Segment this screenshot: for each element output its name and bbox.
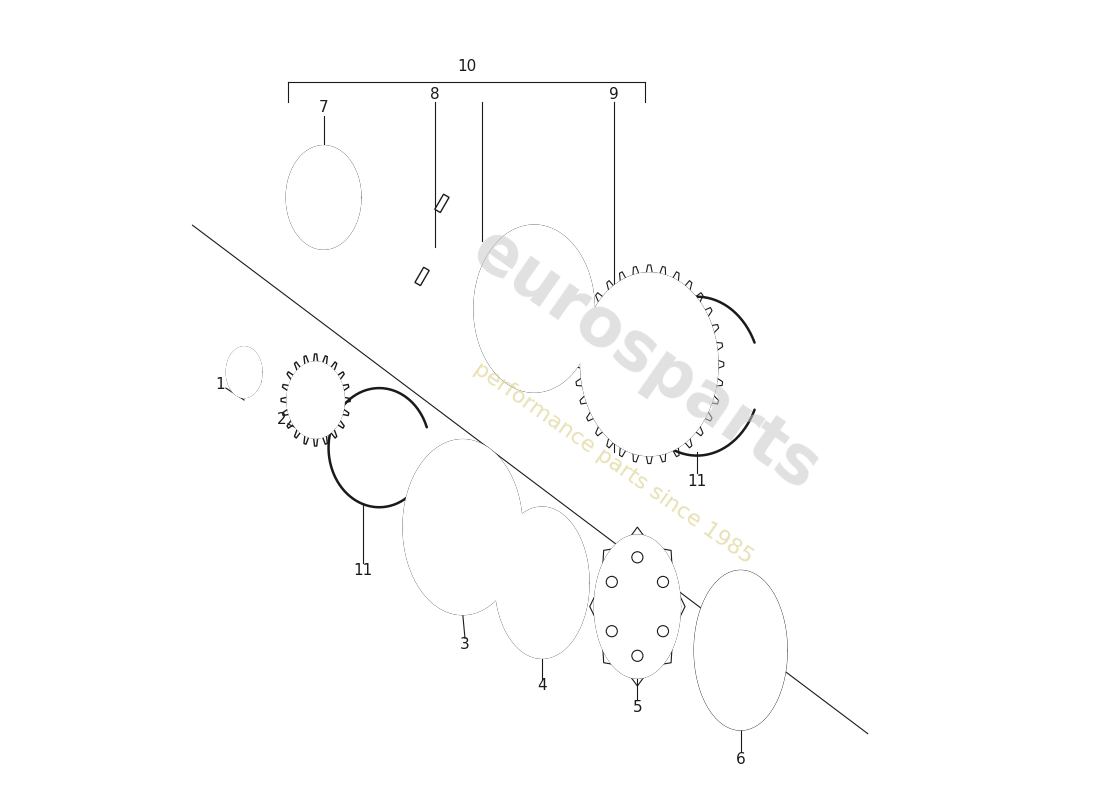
Text: 11: 11: [354, 563, 373, 578]
Circle shape: [606, 626, 617, 637]
Text: 4: 4: [537, 678, 547, 694]
Text: 3: 3: [460, 637, 470, 652]
Polygon shape: [517, 542, 568, 624]
Polygon shape: [700, 580, 781, 720]
Text: performance parts since 1985: performance parts since 1985: [471, 359, 757, 568]
Polygon shape: [610, 313, 688, 416]
Text: 8: 8: [430, 86, 440, 102]
Polygon shape: [618, 574, 657, 638]
Bar: [434, 194, 449, 213]
Polygon shape: [474, 226, 594, 392]
Circle shape: [606, 576, 617, 587]
Circle shape: [631, 650, 642, 662]
Polygon shape: [495, 507, 588, 658]
Polygon shape: [234, 358, 254, 386]
Text: 6: 6: [736, 751, 746, 766]
Polygon shape: [287, 362, 344, 438]
Polygon shape: [581, 273, 718, 455]
Polygon shape: [302, 382, 329, 418]
Circle shape: [631, 552, 642, 563]
Text: eurosparts: eurosparts: [459, 216, 832, 504]
Circle shape: [658, 626, 669, 637]
Polygon shape: [694, 571, 786, 730]
Bar: [415, 267, 429, 286]
Polygon shape: [227, 346, 262, 398]
Polygon shape: [594, 535, 680, 678]
Text: 10: 10: [456, 59, 476, 74]
Text: 2: 2: [277, 412, 286, 427]
Circle shape: [658, 576, 669, 587]
Polygon shape: [308, 175, 340, 220]
Text: 1: 1: [216, 377, 225, 392]
Polygon shape: [404, 440, 522, 614]
Text: 9: 9: [608, 86, 618, 102]
Polygon shape: [286, 146, 361, 249]
Text: 5: 5: [632, 700, 642, 715]
Polygon shape: [425, 471, 500, 582]
Polygon shape: [499, 261, 569, 356]
Text: 11: 11: [688, 474, 706, 489]
Text: 7: 7: [319, 100, 329, 115]
